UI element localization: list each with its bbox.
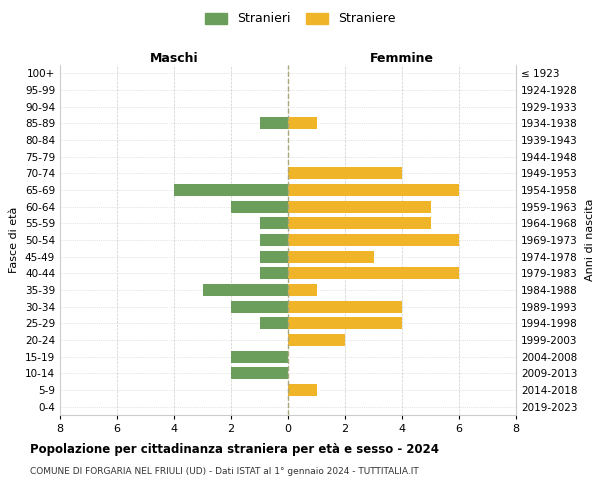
Bar — [260, 218, 288, 230]
Bar — [288, 234, 459, 246]
Text: Popolazione per cittadinanza straniera per età e sesso - 2024: Popolazione per cittadinanza straniera p… — [30, 442, 439, 456]
Text: Maschi: Maschi — [149, 52, 199, 65]
Bar — [288, 300, 402, 312]
Bar — [288, 384, 317, 396]
Bar — [260, 268, 288, 280]
Bar — [288, 118, 317, 130]
Bar — [231, 200, 288, 212]
Bar — [260, 318, 288, 330]
Bar — [288, 218, 431, 230]
Bar — [288, 318, 402, 330]
Bar — [231, 350, 288, 362]
Bar — [288, 168, 402, 179]
Y-axis label: Anni di nascita: Anni di nascita — [584, 198, 595, 281]
Bar — [288, 200, 431, 212]
Bar — [260, 234, 288, 246]
Y-axis label: Fasce di età: Fasce di età — [10, 207, 19, 273]
Bar — [260, 118, 288, 130]
Bar — [288, 334, 345, 346]
Bar — [203, 284, 288, 296]
Bar — [288, 268, 459, 280]
Bar — [231, 368, 288, 380]
Text: COMUNE DI FORGARIA NEL FRIULI (UD) - Dati ISTAT al 1° gennaio 2024 - TUTTITALIA.: COMUNE DI FORGARIA NEL FRIULI (UD) - Dat… — [30, 468, 419, 476]
Bar — [288, 284, 317, 296]
Bar — [288, 250, 373, 262]
Text: Femmine: Femmine — [370, 52, 434, 65]
Bar — [288, 184, 459, 196]
Bar — [231, 300, 288, 312]
Legend: Stranieri, Straniere: Stranieri, Straniere — [201, 8, 399, 29]
Bar — [260, 250, 288, 262]
Bar — [174, 184, 288, 196]
